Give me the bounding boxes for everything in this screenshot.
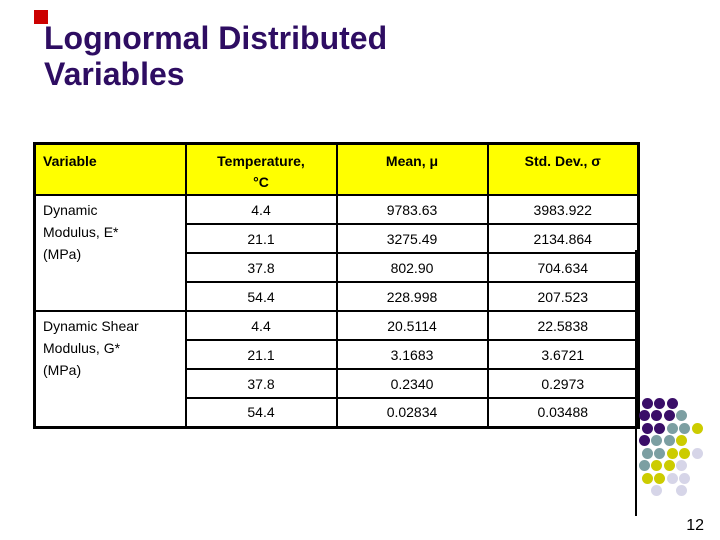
dot-yellow	[666, 447, 678, 459]
cell-temperature: 37.8	[184, 368, 338, 399]
dot-lavender	[676, 485, 687, 496]
cell-std-dev: 207.523	[486, 281, 640, 312]
dot-lavender	[679, 472, 690, 484]
dot-yellow	[676, 435, 687, 446]
cell-std-dev: 2134.864	[486, 223, 640, 254]
cell-mean: 3.1683	[335, 339, 489, 370]
cell-std-dev: 3.6721	[486, 339, 640, 370]
variables-table: Variable Temperature, °C Mean, μ Std. De…	[33, 142, 640, 429]
table-row: 54.4 0.02834 0.03488	[35, 397, 640, 428]
dot-purple	[663, 410, 675, 421]
dot-teal	[654, 447, 665, 459]
cell-std-dev: 0.03488	[486, 397, 640, 428]
dot-yellow	[679, 447, 690, 459]
dot-lavender	[666, 472, 678, 484]
cell-mean: 9783.63	[335, 194, 489, 225]
dot-teal	[666, 422, 678, 434]
dot-purple	[638, 410, 650, 421]
cell-mean: 0.2340	[335, 368, 489, 399]
slide-title: Lognormal Distributed Variables	[44, 20, 388, 92]
table-row: 54.4 228.998 207.523	[35, 281, 640, 312]
dot-purple	[654, 422, 665, 434]
dot-purple	[666, 397, 678, 409]
dot-yellow	[654, 472, 665, 484]
header-temperature: Temperature, °C	[184, 142, 338, 196]
header-mean: Mean, μ	[335, 142, 489, 196]
variable-label-dynamic-modulus: Dynamic Modulus, E* (MPa)	[33, 194, 187, 312]
dot-purple	[651, 410, 662, 421]
cell-temperature: 4.4	[184, 194, 338, 225]
variable-label-dynamic-shear-modulus: Dynamic Shear Modulus, G* (MPa)	[33, 310, 187, 428]
page-number: 12	[686, 517, 704, 534]
dot-teal	[641, 447, 653, 459]
cell-temperature: 37.8	[184, 252, 338, 283]
dot-yellow	[651, 460, 662, 471]
dot-yellow	[663, 460, 675, 471]
dot-teal	[676, 410, 687, 421]
table-row: 37.8 802.90 704.634	[35, 252, 640, 283]
dot-teal	[651, 435, 662, 446]
dot-lavender	[676, 460, 687, 471]
cell-std-dev: 22.5838	[486, 310, 640, 341]
dot-purple	[654, 397, 665, 409]
header-variable: Variable	[33, 142, 187, 196]
dot-yellow	[691, 422, 703, 434]
cell-std-dev: 3983.922	[486, 194, 640, 225]
dot-purple	[641, 422, 653, 434]
table-row: 37.8 0.2340 0.2973	[35, 368, 640, 399]
header-std-dev: Std. Dev., σ	[486, 142, 640, 196]
dot-lavender	[651, 485, 662, 496]
dot-purple	[638, 435, 650, 446]
dot-lavender	[691, 447, 703, 459]
cell-mean: 20.5114	[335, 310, 489, 341]
table-row: 21.1 3.1683 3.6721	[35, 339, 640, 370]
cell-std-dev: 704.634	[486, 252, 640, 283]
red-square-decoration	[34, 10, 48, 24]
dot-teal	[663, 435, 675, 446]
cell-mean: 0.02834	[335, 397, 489, 428]
cell-mean: 802.90	[335, 252, 489, 283]
cell-temperature: 21.1	[184, 223, 338, 254]
vertical-divider-line	[635, 250, 637, 516]
cell-temperature: 21.1	[184, 339, 338, 370]
table-row: Dynamic Shear Modulus, G* (MPa) 4.4 20.5…	[33, 310, 640, 428]
table-header-row: Variable Temperature, °C Mean, μ Std. De…	[33, 142, 640, 196]
dot-teal	[638, 460, 650, 471]
dot-yellow	[641, 472, 653, 484]
table-row: Dynamic Modulus, E* (MPa) 4.4 9783.63 39…	[33, 194, 640, 312]
table-row: 21.1 3275.49 2134.864	[35, 223, 640, 254]
cell-temperature: 4.4	[184, 310, 338, 341]
cell-temperature: 54.4	[184, 397, 338, 428]
cell-std-dev: 0.2973	[486, 368, 640, 399]
dot-teal	[679, 422, 690, 434]
dot-purple	[641, 397, 653, 409]
cell-mean: 228.998	[335, 281, 489, 312]
cell-mean: 3275.49	[335, 223, 489, 254]
cell-temperature: 54.4	[184, 281, 338, 312]
